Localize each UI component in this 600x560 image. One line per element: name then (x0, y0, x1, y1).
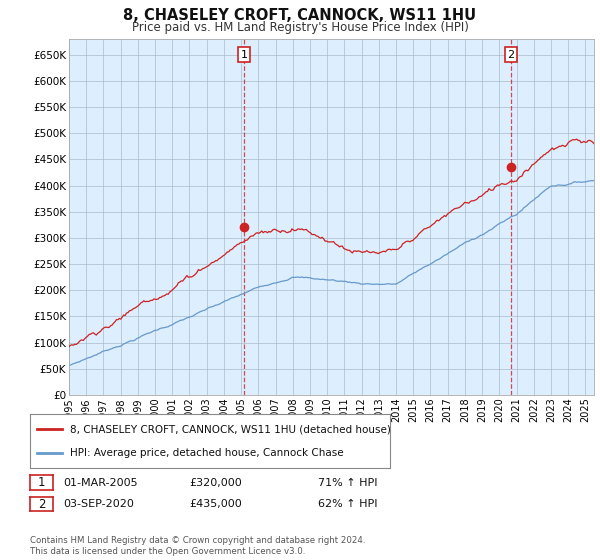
Text: 1: 1 (38, 476, 45, 489)
Text: Contains HM Land Registry data © Crown copyright and database right 2024.
This d: Contains HM Land Registry data © Crown c… (30, 536, 365, 556)
Text: 8, CHASELEY CROFT, CANNOCK, WS11 1HU: 8, CHASELEY CROFT, CANNOCK, WS11 1HU (124, 8, 476, 24)
Text: 01-MAR-2005: 01-MAR-2005 (63, 478, 137, 488)
Text: 8, CHASELEY CROFT, CANNOCK, WS11 1HU (detached house): 8, CHASELEY CROFT, CANNOCK, WS11 1HU (de… (70, 424, 391, 435)
Text: 2: 2 (507, 50, 514, 60)
Text: HPI: Average price, detached house, Cannock Chase: HPI: Average price, detached house, Cann… (70, 447, 343, 458)
Text: 1: 1 (241, 50, 248, 60)
Text: Price paid vs. HM Land Registry's House Price Index (HPI): Price paid vs. HM Land Registry's House … (131, 21, 469, 34)
Text: 03-SEP-2020: 03-SEP-2020 (63, 499, 134, 509)
Text: 71% ↑ HPI: 71% ↑ HPI (318, 478, 377, 488)
Text: 2: 2 (38, 497, 45, 511)
Text: £320,000: £320,000 (189, 478, 242, 488)
Text: 62% ↑ HPI: 62% ↑ HPI (318, 499, 377, 509)
Text: £435,000: £435,000 (189, 499, 242, 509)
